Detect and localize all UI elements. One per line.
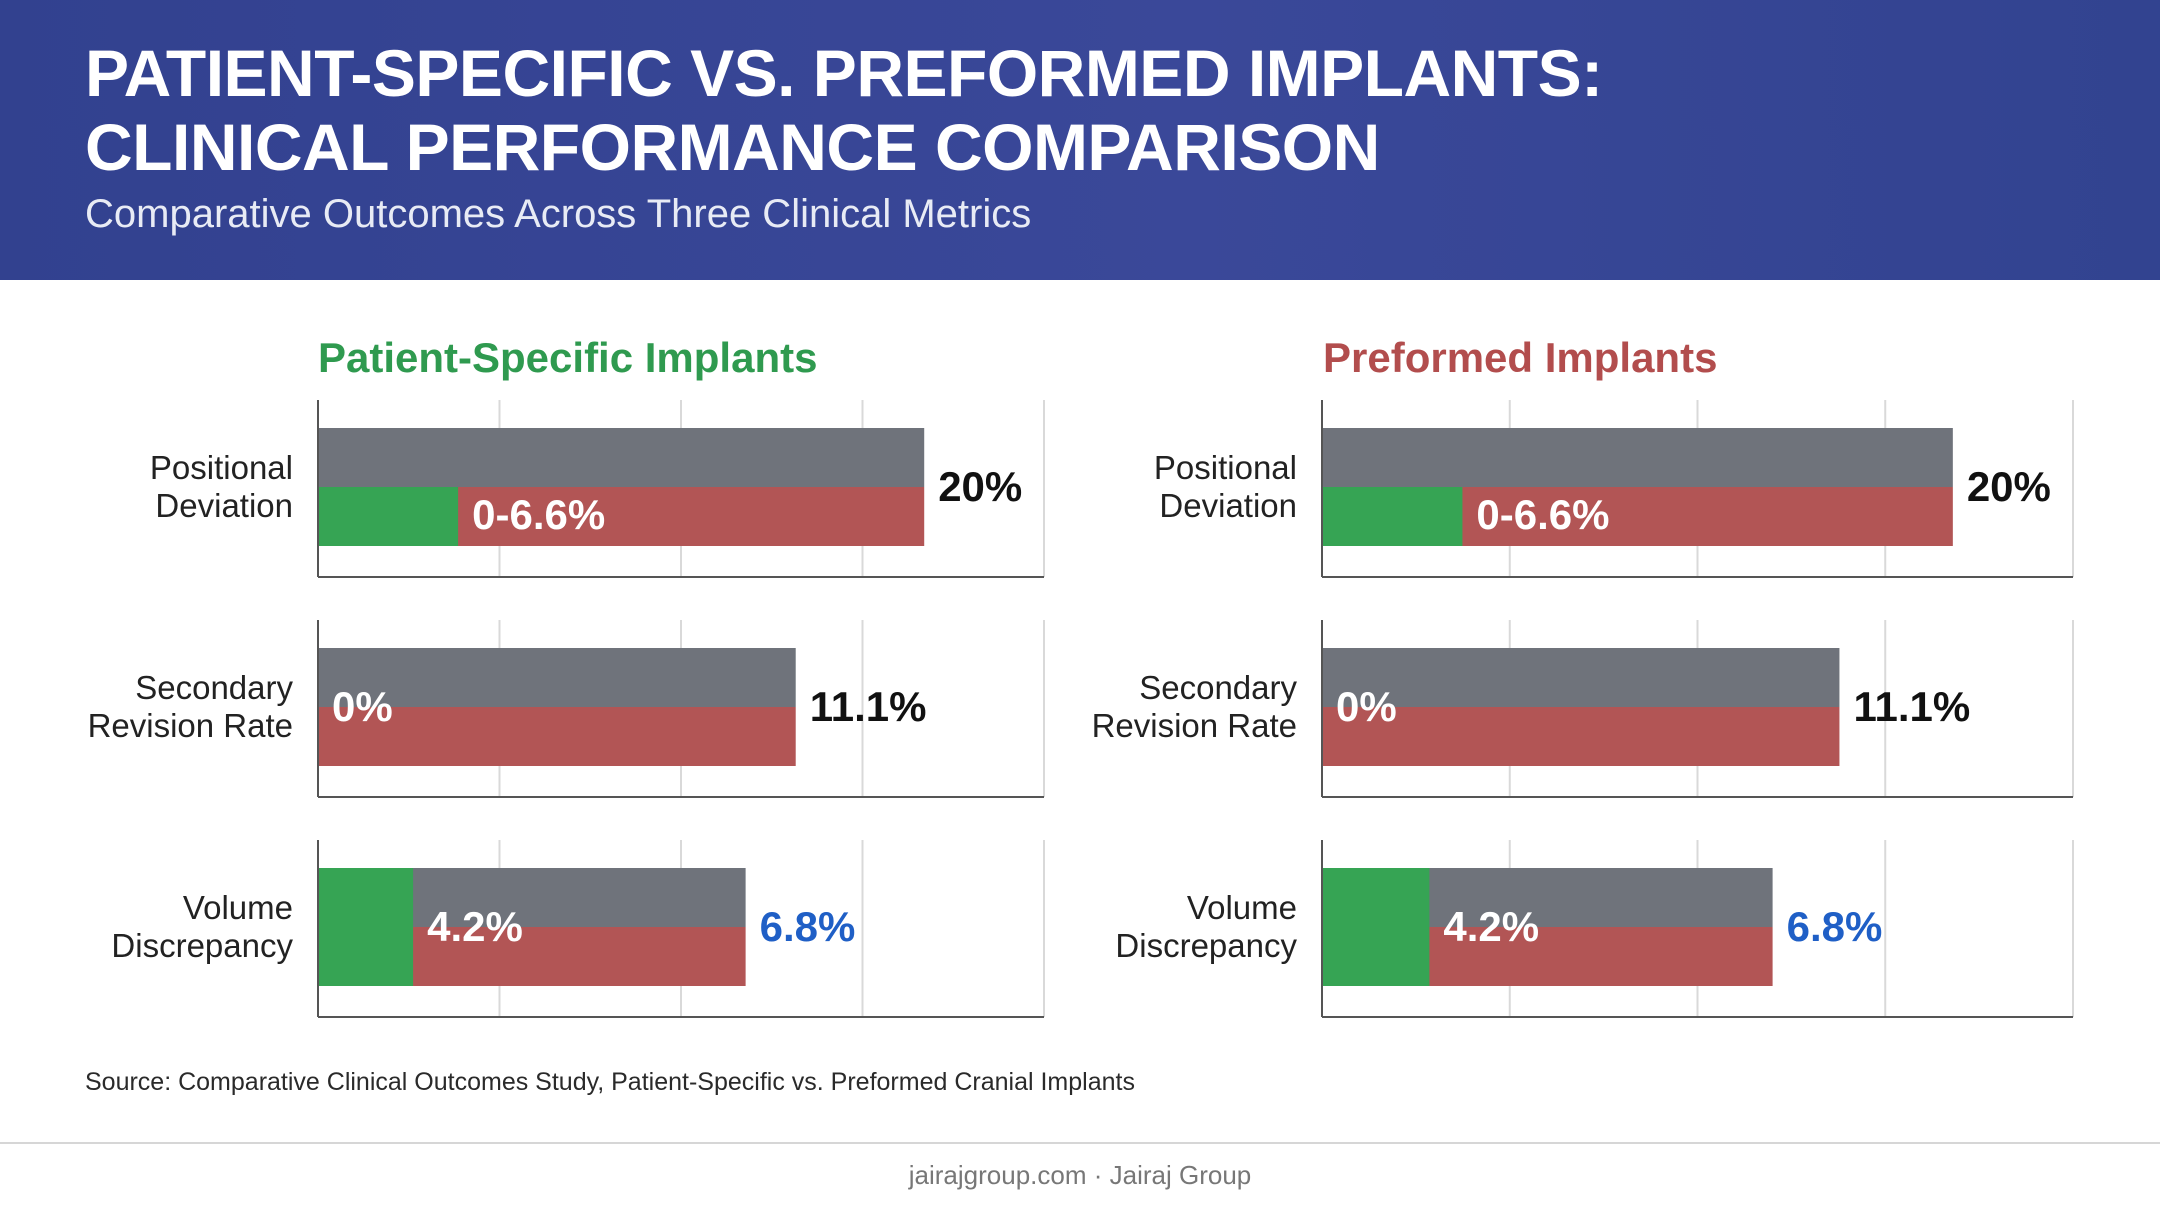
inner-value-label: 0%: [1336, 683, 1397, 730]
bar-gray: [318, 428, 925, 487]
page-subtitle: Comparative Outcomes Across Three Clinic…: [85, 192, 1032, 236]
category-label: Positional Deviation: [150, 449, 293, 524]
bar-red: [1322, 707, 1840, 766]
inner-value-label: 0%: [332, 683, 393, 730]
bar-green: [1322, 868, 1430, 986]
footer-credit: jairajgroup.com · Jairaj Group: [908, 1160, 1252, 1190]
outer-value-label: 11.1%: [810, 683, 927, 730]
category-label: Secondary Revision Rate: [1092, 669, 1298, 744]
inner-value-label: 4.2%: [427, 903, 523, 950]
patient-specific-chart: Positional Deviation 0-6.6% 20% Secondary Rev…: [88, 400, 1045, 1018]
category-label: Positional Deviation: [1154, 449, 1297, 524]
chart-row-0: Positional Deviation 0-6.6% 20%: [1154, 400, 2074, 578]
chart-row-2: Volume Discrepancy 4.2% 6.8%: [1115, 840, 2074, 1018]
bar-gray: [1322, 428, 1953, 487]
inner-value-label: 0-6.6%: [1476, 491, 1609, 538]
preformed-chart: Positional Deviation 0-6.6% 20% Secondary Rev…: [1092, 400, 2074, 1018]
outer-value-label: 20%: [1967, 463, 2051, 510]
inner-value-label: 4.2%: [1443, 903, 1539, 950]
patient-specific-title: Patient-Specific Implants: [318, 334, 818, 381]
footer-divider: [0, 1142, 2160, 1144]
bar-green: [1322, 487, 1463, 546]
inner-value-label: 0-6.6%: [472, 491, 605, 538]
bar-gray: [318, 648, 796, 707]
header-banner: PATIENT-SPECIFIC VS. PREFORMED IMPLANTS:…: [0, 0, 2160, 280]
category-label: Volume Discrepancy: [111, 889, 293, 964]
bar-gray: [1322, 648, 1840, 707]
bar-green: [318, 868, 414, 986]
outer-value-label: 6.8%: [760, 903, 856, 950]
bar-green: [318, 487, 459, 546]
category-label: Secondary Revision Rate: [88, 669, 294, 744]
patient-specific-panel: Patient-Specific Implants Positional Devi…: [40, 320, 1080, 1020]
preformed-panel: Preformed Implants Positional Deviation 0-…: [1044, 320, 2124, 1020]
outer-value-label: 6.8%: [1787, 903, 1883, 950]
bar-red: [318, 707, 796, 766]
chart-row-1: Secondary Revision Rate 0% 11.1%: [1092, 620, 2074, 798]
source-note: Source: Comparative Clinical Outcomes St…: [85, 1068, 1135, 1096]
preformed-title: Preformed Implants: [1323, 334, 1718, 381]
category-label: Volume Discrepancy: [1115, 889, 1297, 964]
page-title: PATIENT-SPECIFIC VS. PREFORMED IMPLANTS:…: [85, 36, 1603, 184]
outer-value-label: 20%: [938, 463, 1022, 510]
chart-row-1: Secondary Revision Rate 0% 11.1%: [88, 620, 1045, 798]
chart-row-2: Volume Discrepancy 4.2% 6.8%: [111, 840, 1045, 1018]
outer-value-label: 11.1%: [1853, 683, 1970, 730]
chart-row-0: Positional Deviation 0-6.6% 20%: [150, 400, 1045, 578]
